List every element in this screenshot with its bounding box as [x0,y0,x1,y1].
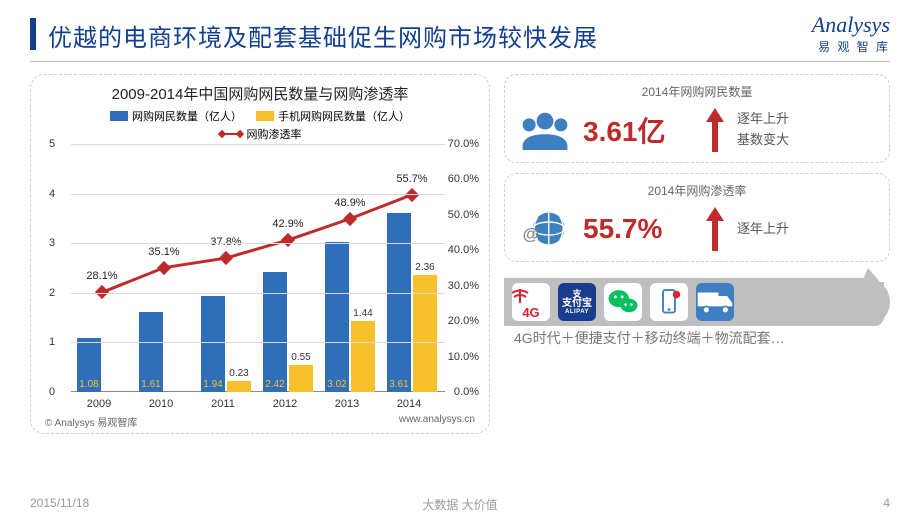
stat2-desc: 逐年上升 [737,219,789,240]
rate-marker [405,188,419,202]
y-right-tick: 30.0% [448,280,479,292]
gridline [71,293,445,294]
alipay-icon: 支支付宝ALIPAY [558,283,596,321]
content-row: 2009-2014年中国网购网民数量与网购渗透率 网购网民数量（亿人） 手机网购… [30,74,890,434]
slide-footer: 2015/11/18 大数据 大价值 4 [30,496,890,510]
y-right-tick: 50.0% [448,209,479,221]
drivers-caption: 4G时代＋便捷支付＋移动终端＋物流配套… [514,328,785,348]
y-right-tick: 10.0% [448,351,479,363]
y-left-tick: 0 [49,386,55,398]
stat2-body: @ 55.7% 逐年上升 [517,205,877,253]
drivers-bar: 4G 支支付宝ALIPAY [504,278,890,326]
stat1-line2: 基数变大 [737,130,789,151]
up-arrow-icon [703,106,727,154]
x-tick-label: 2013 [319,398,375,410]
x-tick-label: 2010 [133,398,189,410]
chart-panel: 2009-2014年中国网购网民数量与网购渗透率 网购网民数量（亿人） 手机网购… [30,74,490,434]
x-tick-label: 2014 [381,398,437,410]
legend-series1: 网购网民数量（亿人） [110,108,242,124]
chart-footer: © Analysys 易观智库 www.analysys.cn [45,414,475,429]
header: 优越的电商环境及配套基础促生网购市场较快发展 [30,18,890,53]
right-panel: 2014年网购网民数量 3.61亿 逐年上升 基数变大 2014年 [504,74,890,434]
bottom-block: 4G 支支付宝ALIPAY [504,278,890,326]
stat2-title: 2014年网购渗透率 [517,182,877,199]
flow-arrow-icon [854,264,884,331]
rate-label: 28.1% [86,270,117,282]
chart-legend: 网购网民数量（亿人） 手机网购网民数量（亿人） [41,108,479,124]
rate-label: 37.8% [210,236,241,248]
footer-date: 2015/11/18 [30,496,89,510]
y-right-tick: 40.0% [448,244,479,256]
chart-plot-area: 1.0820091.6120101.940.2320112.420.552012… [41,144,479,414]
chart-legend-2: 网购渗透率 [41,126,479,142]
legend-label-3: 网购渗透率 [247,126,302,142]
x-tick-label: 2011 [195,398,251,410]
stat1-title: 2014年网购网民数量 [517,83,877,100]
driver-icons: 4G 支支付宝ALIPAY [512,283,734,321]
globe-icon: @ [517,206,573,252]
rate-label: 48.9% [334,197,365,209]
stat1-body: 3.61亿 逐年上升 基数变大 [517,106,877,154]
wechat-icon [604,283,642,321]
legend-swatch-1 [110,111,128,121]
footer-tagline: 大数据 大价值 [422,496,497,513]
gridline [71,342,445,343]
stat1-value: 3.61亿 [583,110,693,150]
chart-source: © Analysys 易观智库 [45,414,137,429]
legend-label-2: 手机网购网民数量（亿人） [278,108,410,124]
rate-points-layer: 28.1% 35.1% 37.8% 42.9% 48.9% 55.7% [71,144,445,392]
y-left-tick: 5 [49,138,55,150]
slide-root: 优越的电商环境及配套基础促生网购市场较快发展 Analysys 易 观 智 库 … [0,0,920,518]
y-right-tick: 60.0% [448,173,479,185]
stat-box-rate: 2014年网购渗透率 @ 55.7% 逐年上升 [504,173,890,262]
phone-icon [650,283,688,321]
x-tick-label: 2012 [257,398,313,410]
footer-page-number: 4 [883,496,890,510]
page-title: 优越的电商环境及配套基础促生网购市场较快发展 [48,18,598,53]
y-right-tick: 0.0% [454,386,479,398]
stat1-desc: 逐年上升 基数变大 [737,109,789,151]
y-right-tick: 20.0% [448,315,479,327]
logo-subtext: 易 观 智 库 [812,38,890,55]
logo-text: Analysys [812,14,890,36]
y-left-tick: 4 [49,188,55,200]
legend-swatch-3 [219,133,243,135]
legend-label-1: 网购网民数量（亿人） [132,108,242,124]
rate-marker [281,233,295,247]
legend-series2: 手机网购网民数量（亿人） [256,108,410,124]
header-divider [30,61,890,62]
legend-swatch-2 [256,111,274,121]
4g-icon: 4G [512,283,550,321]
rate-label: 42.9% [272,218,303,230]
title-accent-bar [30,18,36,50]
stat2-value: 55.7% [583,213,693,245]
y-left-tick: 2 [49,287,55,299]
y-left-tick: 1 [49,336,55,348]
chart-url: www.analysys.cn [399,414,475,429]
chart-title: 2009-2014年中国网购网民数量与网购渗透率 [41,83,479,104]
gridline [71,243,445,244]
stat-box-users: 2014年网购网民数量 3.61亿 逐年上升 基数变大 [504,74,890,163]
rate-label: 35.1% [148,246,179,258]
rate-marker [219,251,233,265]
gridline [71,144,445,145]
rate-marker [157,261,171,275]
people-icon [517,107,573,153]
x-tick-label: 2009 [71,398,127,410]
svg-text:@: @ [523,224,539,243]
y-left-tick: 3 [49,237,55,249]
y-right-tick: 70.0% [448,138,479,150]
gridline [71,194,445,195]
stat1-line1: 逐年上升 [737,109,789,130]
rate-marker [343,212,357,226]
legend-series3: 网购渗透率 [219,126,302,142]
stat2-line1: 逐年上升 [737,219,789,240]
brand-logo: Analysys 易 观 智 库 [812,14,890,55]
rate-label: 55.7% [396,173,427,185]
truck-icon [696,283,734,321]
up-arrow-icon [703,205,727,253]
